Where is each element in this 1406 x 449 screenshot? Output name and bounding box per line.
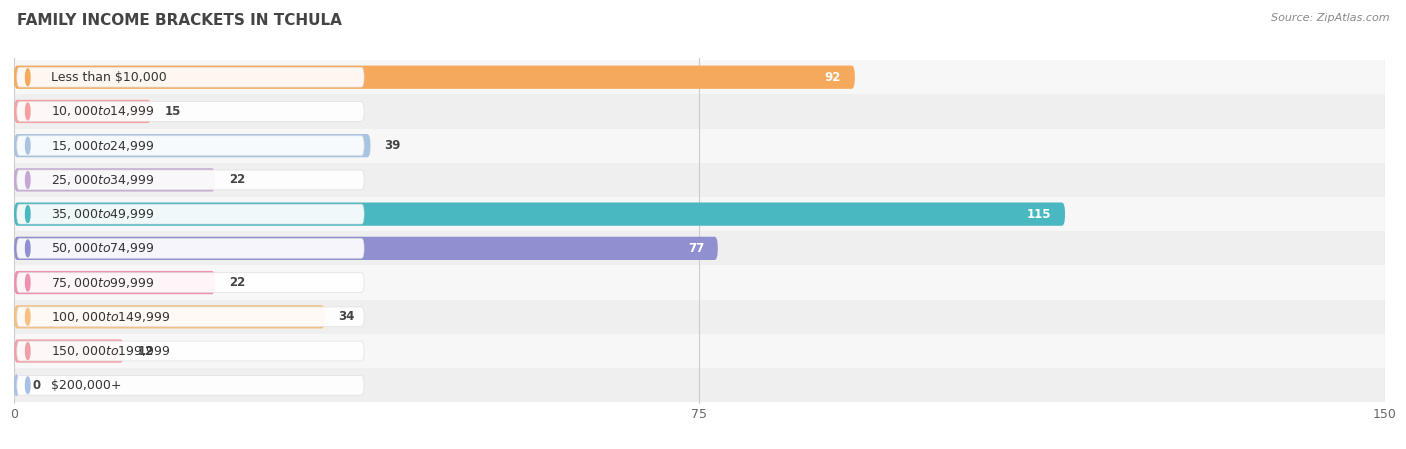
Text: $15,000 to $24,999: $15,000 to $24,999 (51, 139, 155, 153)
Circle shape (25, 274, 30, 291)
Circle shape (25, 377, 30, 394)
Text: Source: ZipAtlas.com: Source: ZipAtlas.com (1271, 13, 1389, 23)
FancyBboxPatch shape (17, 136, 364, 155)
Circle shape (25, 240, 30, 257)
Text: $10,000 to $14,999: $10,000 to $14,999 (51, 105, 155, 119)
Bar (14, 299, 1385, 334)
FancyBboxPatch shape (17, 101, 364, 121)
FancyBboxPatch shape (14, 374, 18, 397)
Text: $100,000 to $149,999: $100,000 to $149,999 (51, 310, 170, 324)
Text: 77: 77 (688, 242, 704, 255)
Circle shape (25, 308, 30, 325)
FancyBboxPatch shape (14, 100, 152, 123)
FancyBboxPatch shape (17, 307, 364, 327)
Bar (14, 368, 1385, 402)
Bar (14, 163, 1385, 197)
Circle shape (25, 103, 30, 120)
Text: 92: 92 (825, 70, 841, 84)
FancyBboxPatch shape (17, 204, 364, 224)
FancyBboxPatch shape (14, 237, 718, 260)
Text: $150,000 to $199,999: $150,000 to $199,999 (51, 344, 170, 358)
Bar (14, 197, 1385, 231)
Circle shape (25, 206, 30, 223)
Text: $200,000+: $200,000+ (51, 379, 121, 392)
Circle shape (25, 343, 30, 360)
Text: 0: 0 (32, 379, 41, 392)
Text: 12: 12 (138, 344, 153, 357)
Bar (14, 231, 1385, 265)
FancyBboxPatch shape (14, 66, 855, 89)
Circle shape (25, 137, 30, 154)
Bar (14, 94, 1385, 128)
Circle shape (25, 69, 30, 86)
Text: 22: 22 (229, 173, 245, 186)
Text: 39: 39 (384, 139, 401, 152)
Text: 34: 34 (339, 310, 354, 323)
FancyBboxPatch shape (17, 67, 364, 87)
Text: FAMILY INCOME BRACKETS IN TCHULA: FAMILY INCOME BRACKETS IN TCHULA (17, 13, 342, 28)
Text: $35,000 to $49,999: $35,000 to $49,999 (51, 207, 155, 221)
FancyBboxPatch shape (14, 271, 215, 294)
FancyBboxPatch shape (14, 134, 371, 157)
Bar (14, 128, 1385, 163)
FancyBboxPatch shape (17, 375, 364, 395)
Text: 22: 22 (229, 276, 245, 289)
Bar (14, 265, 1385, 299)
FancyBboxPatch shape (17, 170, 364, 190)
FancyBboxPatch shape (17, 273, 364, 292)
FancyBboxPatch shape (14, 202, 1066, 226)
Text: $75,000 to $99,999: $75,000 to $99,999 (51, 276, 155, 290)
Circle shape (25, 172, 30, 188)
Bar (14, 60, 1385, 94)
Text: Less than $10,000: Less than $10,000 (51, 70, 166, 84)
FancyBboxPatch shape (14, 168, 215, 192)
FancyBboxPatch shape (14, 339, 124, 363)
FancyBboxPatch shape (14, 305, 325, 329)
FancyBboxPatch shape (17, 341, 364, 361)
Text: $25,000 to $34,999: $25,000 to $34,999 (51, 173, 155, 187)
Bar (14, 334, 1385, 368)
FancyBboxPatch shape (17, 238, 364, 258)
Text: $50,000 to $74,999: $50,000 to $74,999 (51, 242, 155, 255)
Text: 15: 15 (165, 105, 181, 118)
Text: 115: 115 (1026, 207, 1052, 220)
